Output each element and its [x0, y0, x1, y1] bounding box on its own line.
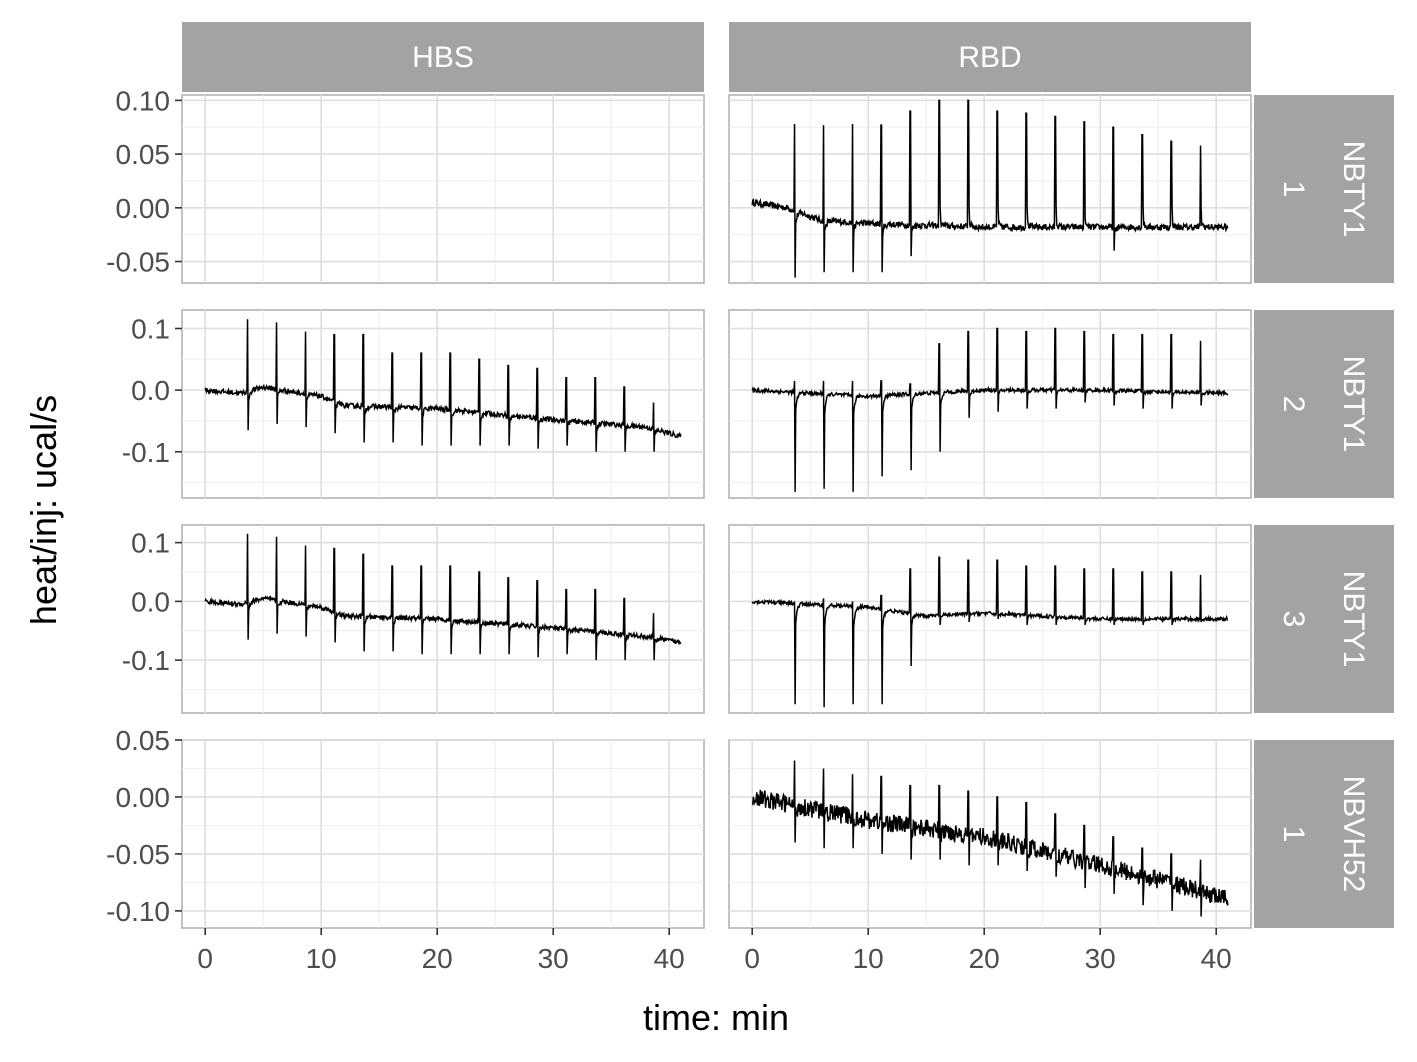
- row-strip-label: NBTY1: [1337, 356, 1370, 453]
- y-tick-label: 0.00: [116, 782, 171, 813]
- panel: [728, 739, 1252, 929]
- x-tick-label: 30: [538, 943, 569, 974]
- y-tick-label: 0.0: [131, 586, 170, 617]
- series-line: [204, 533, 682, 661]
- series-line: [751, 760, 1229, 917]
- panel-background: [181, 739, 705, 929]
- panel: [181, 309, 705, 499]
- column-strip: [729, 22, 1251, 92]
- x-tick-label: 20: [969, 943, 1000, 974]
- row-strip-label: 3: [1277, 611, 1310, 628]
- x-tick-label: 40: [1201, 943, 1232, 974]
- y-tick-label: 0.05: [116, 725, 171, 756]
- row-strips: NBTY1 1 NBTY1 2 NBTY1 3 NBVH52 1: [1254, 95, 1394, 928]
- column-strip: [182, 22, 704, 92]
- x-tick-label: 10: [853, 943, 884, 974]
- row-strip: [1254, 310, 1394, 498]
- y-tick-label: -0.05: [106, 839, 170, 870]
- series-line: [751, 556, 1229, 708]
- panel: [728, 94, 1252, 284]
- y-tick-label: -0.05: [106, 247, 170, 278]
- y-tick-label: 0.00: [116, 193, 171, 224]
- y-tick-label: -0.1: [122, 645, 170, 676]
- row-strip-label: NBTY1: [1337, 571, 1370, 668]
- row-strip-label: 2: [1277, 396, 1310, 413]
- series-line: [751, 327, 1229, 492]
- y-axis-title: heat/inj: ucal/s: [23, 395, 64, 625]
- panel: [181, 94, 705, 284]
- row-strip: [1254, 95, 1394, 283]
- x-tick-label: 30: [1085, 943, 1116, 974]
- y-tick-label: 0.1: [131, 313, 170, 344]
- panel: [728, 309, 1252, 499]
- row-strip: [1254, 740, 1394, 928]
- row-strip-label: 1: [1277, 181, 1310, 198]
- panel: [728, 524, 1252, 714]
- y-tick-label: 0.1: [131, 528, 170, 559]
- y-tick-label: 0.0: [131, 375, 170, 406]
- series-line: [751, 99, 1229, 278]
- row-strip: [1254, 525, 1394, 713]
- x-tick-label: 0: [197, 943, 213, 974]
- panel-background: [728, 739, 1252, 929]
- panels: [181, 94, 1252, 929]
- panel-background: [181, 94, 705, 284]
- y-tick-label: -0.1: [122, 437, 170, 468]
- y-tick-label: -0.10: [106, 896, 170, 927]
- panel-background: [181, 309, 705, 499]
- axes: 0.10 0.05 0.00 -0.05 0.1 0.0 -0.1 0.1 0.0 -0.1 0.0…: [106, 85, 1232, 974]
- panel-background: [728, 309, 1252, 499]
- series-line: [204, 319, 682, 452]
- y-tick-label: 0.05: [116, 139, 171, 170]
- panel: [181, 524, 705, 714]
- panel-background: [728, 94, 1252, 284]
- y-tick-label: 0.10: [116, 85, 171, 116]
- row-strip-label: 1: [1277, 826, 1310, 843]
- row-strip-label: NBVH52: [1337, 776, 1370, 893]
- x-tick-label: 20: [422, 943, 453, 974]
- x-tick-label: 40: [654, 943, 685, 974]
- row-strip-label: NBTY1: [1337, 141, 1370, 238]
- x-tick-label: 10: [306, 943, 337, 974]
- column-strip-label: RBD: [958, 41, 1021, 74]
- column-strip-label: HBS: [412, 41, 474, 74]
- column-strips: HBS RBD: [182, 22, 1251, 92]
- x-tick-label: 0: [744, 943, 760, 974]
- x-axis-title: time: min: [643, 997, 789, 1038]
- panel: [181, 739, 705, 929]
